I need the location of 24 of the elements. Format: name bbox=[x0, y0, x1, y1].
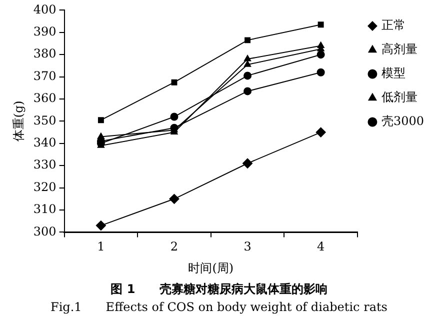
legend-label: 壳3000 bbox=[381, 114, 424, 128]
y-tick-label: 320 bbox=[33, 180, 56, 194]
x-tick-label: 2 bbox=[170, 240, 178, 254]
y-tick-label: 360 bbox=[33, 91, 56, 106]
x-tick-label: 4 bbox=[316, 240, 325, 254]
y-tick-label: 380 bbox=[33, 46, 56, 61]
y-tick-label: 330 bbox=[33, 158, 56, 172]
legend-label: 正常 bbox=[381, 18, 406, 32]
y-tick-label: 300 bbox=[33, 224, 56, 238]
y-tick-label: 310 bbox=[33, 202, 56, 216]
text: 图 1 壳寡糖对糖尿病大鼠体重的影响 bbox=[110, 281, 328, 298]
y-tick-label: 340 bbox=[33, 136, 56, 150]
y-tick-label: 400 bbox=[33, 2, 56, 16]
legend-label: 高剂量 bbox=[381, 42, 418, 56]
x-axis-title: 时间(周) bbox=[188, 260, 234, 275]
legend-label: 模型 bbox=[381, 66, 406, 80]
legend-label: 低剂量 bbox=[381, 90, 418, 104]
y-tick-label: 350 bbox=[33, 113, 56, 128]
text: Fig.1 Effects of COS on body weight of diabetic rats bbox=[50, 299, 388, 316]
y-tick-label: 390 bbox=[33, 24, 56, 39]
y-axis-title: 体重(g) bbox=[11, 100, 26, 142]
x-tick-label: 1 bbox=[97, 240, 105, 254]
y-tick-label: 370 bbox=[33, 68, 56, 83]
x-tick-label: 3 bbox=[244, 240, 252, 254]
